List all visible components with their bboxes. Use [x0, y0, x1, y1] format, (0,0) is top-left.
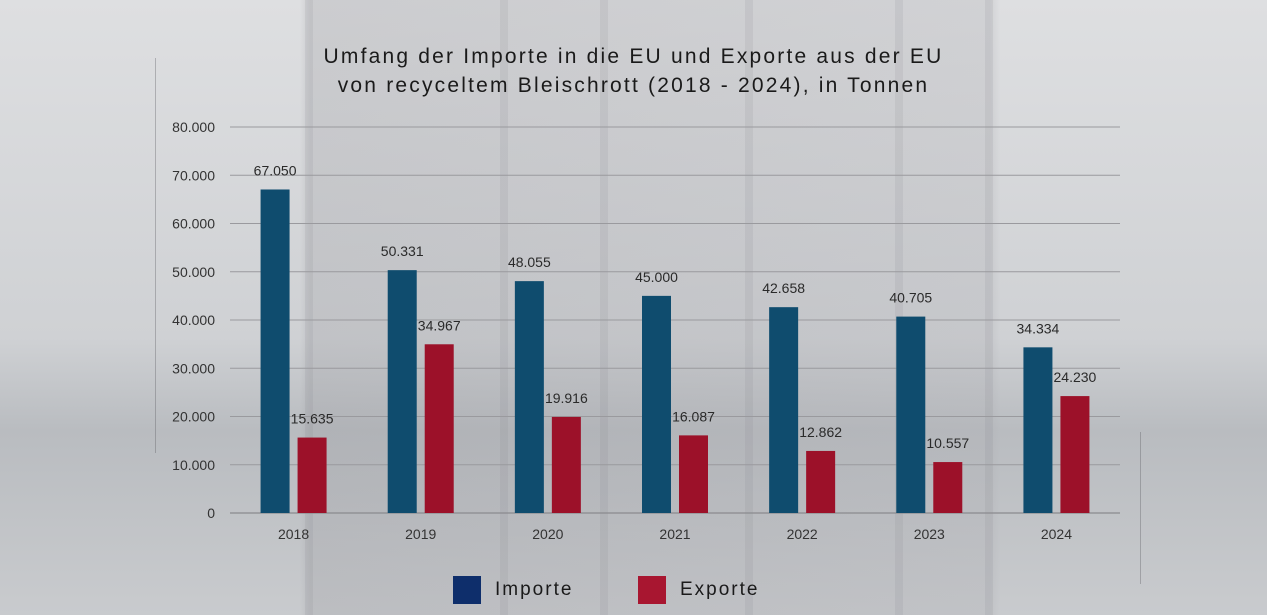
bar-exporte	[933, 462, 963, 513]
y-tick-label: 0	[207, 505, 215, 521]
x-tick-label: 2021	[659, 526, 690, 542]
legend-item-importe: Importe	[453, 576, 573, 604]
bar-importe	[642, 295, 671, 513]
bar-importe	[769, 307, 799, 513]
x-tick-label: 2019	[405, 526, 436, 542]
y-tick-label: 80.000	[172, 119, 215, 135]
data-label-importe: 42.658	[762, 280, 805, 296]
bar-importe	[387, 270, 417, 513]
data-label-importe: 45.000	[635, 269, 678, 285]
bar-exporte	[551, 416, 581, 513]
data-label-exporte: 34.967	[418, 317, 461, 333]
data-label-importe: 48.055	[508, 254, 551, 270]
legend-swatch-exporte	[638, 576, 666, 604]
chart-title: Umfang der Importe in die EU und Exporte…	[0, 42, 1267, 100]
data-label-exporte: 19.916	[545, 390, 588, 406]
background-stripe	[500, 0, 508, 615]
bar-importe	[1023, 347, 1053, 513]
data-label-importe: 50.331	[381, 243, 424, 259]
chart-title-line-1: Umfang der Importe in die EU und Exporte…	[323, 45, 944, 68]
bar-exporte	[297, 437, 327, 513]
x-tick-label: 2023	[914, 526, 945, 542]
decorative-line	[1140, 432, 1141, 584]
y-tick-label: 70.000	[172, 167, 215, 183]
background-stripe	[600, 0, 608, 615]
background-stripe	[745, 0, 753, 615]
bar-exporte	[1060, 396, 1090, 513]
y-tick-label: 30.000	[172, 360, 215, 376]
legend-label-importe: Importe	[495, 579, 574, 600]
x-tick-label: 2020	[532, 526, 563, 542]
y-tick-label: 60.000	[172, 216, 215, 232]
decorative-line	[155, 58, 156, 453]
chart-title-line-2: von recyceltem Bleischrott (2018 - 2024)…	[337, 74, 930, 97]
data-label-exporte: 12.862	[799, 424, 842, 440]
legend-label-exporte: Exporte	[680, 579, 760, 600]
y-tick-label: 10.000	[172, 457, 215, 473]
y-tick-label: 50.000	[172, 264, 215, 280]
background-stripe	[305, 0, 313, 615]
bar-importe	[514, 281, 544, 513]
bar-importe	[896, 316, 926, 513]
data-label-exporte: 24.230	[1054, 369, 1097, 385]
bar-exporte	[679, 435, 708, 513]
data-label-importe: 67.050	[254, 162, 297, 178]
legend: Importe Exporte	[0, 576, 1267, 606]
data-label-exporte: 16.087	[672, 408, 715, 424]
legend-swatch-importe	[453, 576, 481, 604]
bar-importe	[260, 189, 290, 513]
x-tick-label: 2024	[1041, 526, 1072, 542]
x-tick-label: 2018	[278, 526, 309, 542]
bar-exporte	[806, 450, 836, 513]
data-label-importe: 34.334	[1017, 320, 1060, 336]
y-tick-label: 40.000	[172, 312, 215, 328]
data-label-exporte: 15.635	[291, 411, 334, 427]
data-label-importe: 40.705	[889, 290, 932, 306]
bar-exporte	[424, 344, 454, 513]
legend-item-exporte: Exporte	[638, 576, 759, 604]
data-label-exporte: 10.557	[926, 435, 969, 451]
background-stripe	[895, 0, 903, 615]
y-tick-label: 20.000	[172, 409, 215, 425]
background-stripe	[985, 0, 993, 615]
x-tick-label: 2022	[787, 526, 818, 542]
